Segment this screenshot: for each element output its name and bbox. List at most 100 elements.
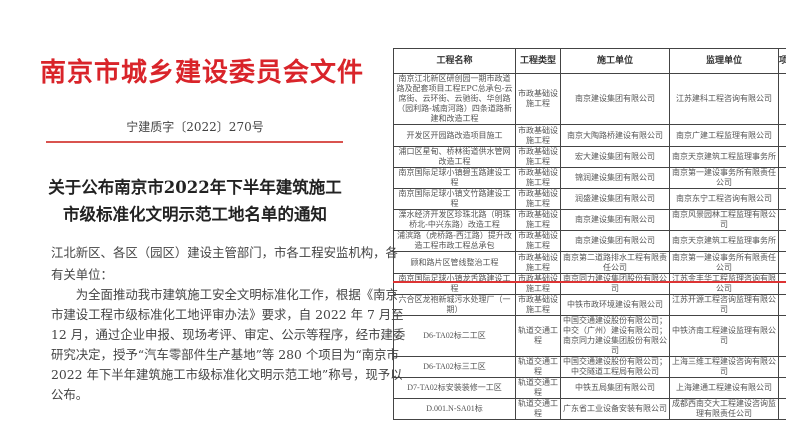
cell-project-name: 南京国际足球小镇碧玉路建设工程: [393, 167, 516, 189]
cell-contractor: 南京第二道路排水工程有限责任公司: [560, 251, 670, 274]
header-project-type: 工程类型: [515, 48, 561, 74]
cell-partial: [778, 188, 786, 210]
cell-project-name: 南京江北新区研创园一期市政道路及配套项目工程EPC总承包-云席街、云环街、云驰街…: [393, 73, 516, 125]
table-row: 六合区龙袍新城污水处理厂（一期） 市政基础设施工程 中铁市政环境建设有限公司 江苏开源…: [393, 294, 786, 316]
cell-partial: [778, 209, 786, 231]
table-row: D6-TA02标三工区 轨道交通工程 中国交通建设股份有限公司；中交隧道工程局有限公…: [393, 356, 786, 378]
table-row: 浦口区星甸、桥林街道供水管网改造工程 市政基础设施工程 宏大建设集团有限公司 南京天京…: [393, 146, 786, 168]
notice-page: 南京市城乡建设委员会文件 宁建质字〔2022〕270号 关于公布南京市2022年…: [0, 0, 406, 442]
cell-project-type: 市政基础设施工程: [515, 230, 561, 252]
cell-contractor: 中铁五局集团有限公司: [560, 377, 670, 399]
cell-project-type: 市政基础设施工程: [515, 73, 561, 125]
table-row: 顾和路片区管线整治工程 市政基础设施工程 南京第二道路排水工程有限责任公司 南京第一建…: [393, 251, 786, 274]
cell-partial: [778, 230, 786, 252]
cell-supervisor: 南京风景园林工程监理有限公司: [669, 209, 779, 231]
table-header-row: 工程名称 工程类型 施工单位 监理单位 项: [393, 48, 786, 74]
cell-project-name: D6-TA02标三工区: [393, 356, 516, 378]
cell-project-type: 市政基础设施工程: [515, 188, 561, 210]
cell-supervisor: 成都西南交大工程建设咨询监理有限责任公司: [669, 398, 779, 420]
cell-contractor: 中国交通建设股份有限公司；中交（广州）建设有限公司；南京同力建设集团股份有限公司: [560, 315, 670, 357]
cell-project-name: 溧水经济开发区珍珠北路（明珠桥北-中兴东路）改造工程: [393, 209, 516, 231]
cell-supervisor: 中铁济南工程建设监理有限公司: [669, 315, 779, 357]
cell-project-type: 市政基础设施工程: [515, 251, 561, 274]
cell-partial: [778, 315, 786, 357]
cell-partial: [778, 73, 786, 125]
cell-contractor: 广东省工业设备安装有限公司: [560, 398, 670, 420]
table-row: 开发区开园路改造项目施工 市政基础设施工程 南京大陶路桥建设有限公司 南京广建工程监理…: [393, 124, 786, 147]
cell-project-type: 市政基础设施工程: [515, 124, 561, 147]
cell-supervisor: 上海建通工程建设有限公司: [669, 377, 779, 399]
cell-project-name: 南京国际足球小镇龙舌路建设工程: [393, 273, 516, 295]
notice-heading-line-2: 市级标准化文明示范工地名单的通知: [63, 205, 327, 224]
table-row: 浦滨路（虎桥路-西江路）提升改造工程市政工程总承包 市政基础设施工程 南京建设集团有…: [393, 230, 786, 252]
cell-supervisor: 南京天京建筑工程监理事务所: [669, 146, 779, 168]
cell-partial: [778, 398, 786, 420]
body-line: 2022 年下半年建筑施工市级标准化文明示范工地”称号，现予以: [51, 367, 403, 382]
issuer-title: 南京市城乡建设委员会文件: [40, 58, 365, 88]
cell-project-name: 顾和路片区管线整治工程: [393, 251, 516, 274]
cell-supervisor: 江苏建科工程咨询有限公司: [669, 73, 779, 125]
header-project-name: 工程名称: [393, 48, 516, 74]
project-table: 工程名称 工程类型 施工单位 监理单位 项 南京江北新区研创园一期市政道路及配套…: [393, 48, 786, 420]
table-row: 南京国际足球小镇龙舌路建设工程 市政基础设施工程 南京同力建设集团股份有限公司 江苏金…: [393, 273, 786, 295]
cell-project-type: 轨道交通工程: [515, 356, 561, 378]
cell-project-type: 市政基础设施工程: [515, 209, 561, 231]
cell-project-name: 开发区开园路改造项目施工: [393, 124, 516, 147]
cell-project-name: 浦口区星甸、桥林街道供水管网改造工程: [393, 146, 516, 168]
red-divider: [46, 141, 343, 143]
table-row: 南京江北新区研创园一期市政道路及配套项目工程EPC总承包-云席街、云环街、云驰街…: [393, 73, 786, 125]
table-row: 南京国际足球小镇碧玉路建设工程 市政基础设施工程 锦润建设集团有限公司 南京第一建设事…: [393, 167, 786, 189]
body-line: 12 月，通过企业申报、现场考评、审定、公示等程序，经市建委: [51, 327, 406, 342]
cell-contractor: 锦润建设集团有限公司: [560, 167, 670, 189]
cell-supervisor: 江苏金丰华工程监理咨询有限公司: [669, 273, 779, 295]
highlight-line: [393, 281, 786, 283]
cell-partial: [778, 273, 786, 295]
cell-partial: [778, 124, 786, 147]
cell-contractor: 南京建设集团有限公司: [560, 230, 670, 252]
cell-contractor: 南京同力建设集团股份有限公司: [560, 273, 670, 295]
cell-contractor: 南京建设集团有限公司: [560, 209, 670, 231]
cell-project-name: 南京国际足球小镇文竹路建设工程: [393, 188, 516, 210]
cell-partial: [778, 356, 786, 378]
cell-partial: [778, 377, 786, 399]
table-row: D6-TA02标二工区 轨道交通工程 中国交通建设股份有限公司；中交（广州）建设有限…: [393, 315, 786, 357]
table-row: 南京国际足球小镇文竹路建设工程 市政基础设施工程 润盛建设集团有限公司 南京东宁工程咨…: [393, 188, 786, 210]
cell-supervisor: 南京第一建设事务所有限责任公司: [669, 251, 779, 274]
cell-supervisor: 南京东宁工程咨询有限公司: [669, 188, 779, 210]
cell-project-name: D6-TA02标二工区: [393, 315, 516, 357]
cell-contractor: 南京大陶路桥建设有限公司: [560, 124, 670, 147]
notice-heading-line-1: 关于公布南京市2022年下半年建筑施工: [48, 178, 342, 197]
cell-project-name: D7-TA02标安装装修一工区: [393, 377, 516, 399]
body-line: 研究决定，授予“汽车零部件生产基地”等 280 个项目为“南京市: [51, 347, 399, 362]
body-line: 市建设工程市级标准化工地评审办法》要求，自 2022 年 7 月至: [51, 307, 404, 322]
cell-supervisor: 南京天京建筑工程监理事务所: [669, 230, 779, 252]
cell-project-type: 市政基础设施工程: [515, 146, 561, 168]
header-partial: 项: [778, 48, 786, 74]
cell-contractor: 宏大建设集团有限公司: [560, 146, 670, 168]
table-row: D.001.N-SA01标 轨道交通工程 广东省工业设备安装有限公司 成都西南交大工程…: [393, 398, 786, 420]
cell-contractor: 润盛建设集团有限公司: [560, 188, 670, 210]
document-number: 宁建质字〔2022〕270号: [126, 120, 264, 134]
cell-contractor: 南京建设集团有限公司: [560, 73, 670, 125]
cell-project-type: 轨道交通工程: [515, 398, 561, 420]
cell-supervisor: 南京第一建设事务所有限责任公司: [669, 167, 779, 189]
cell-project-name: D.001.N-SA01标: [393, 398, 516, 420]
header-contractor: 施工单位: [560, 48, 670, 74]
cell-contractor: 中国交通建设股份有限公司；中交隧道工程局有限公司: [560, 356, 670, 378]
header-supervisor: 监理单位: [669, 48, 779, 74]
cell-project-type: 轨道交通工程: [515, 377, 561, 399]
body-line: 为全面推动我市建筑施工安全文明标准化工作，根据《南京: [51, 287, 398, 302]
cell-project-name: 浦滨路（虎桥路-西江路）提升改造工程市政工程总承包: [393, 230, 516, 252]
table-row: D7-TA02标安装装修一工区 轨道交通工程 中铁五局集团有限公司 上海建通工程建设有…: [393, 377, 786, 399]
table-row: 溧水经济开发区珍珠北路（明珠桥北-中兴东路）改造工程 市政基础设施工程 南京建设集团…: [393, 209, 786, 231]
project-table-wrapper: 工程名称 工程类型 施工单位 监理单位 项 南京江北新区研创园一期市政道路及配套…: [393, 48, 786, 420]
cell-contractor: 中铁市政环境建设有限公司: [560, 294, 670, 316]
cell-partial: [778, 251, 786, 274]
body-line: 江北新区、各区（园区）建设主管部门，市各工程安监机构，各: [51, 245, 398, 260]
cell-supervisor: 江苏开源工程咨询监理有限公司: [669, 294, 779, 316]
cell-supervisor: 南京广建工程监理有限公司: [669, 124, 779, 147]
cell-project-type: 市政基础设施工程: [515, 273, 561, 295]
cell-partial: [778, 294, 786, 316]
cell-project-type: 市政基础设施工程: [515, 167, 561, 189]
cell-partial: [778, 146, 786, 168]
